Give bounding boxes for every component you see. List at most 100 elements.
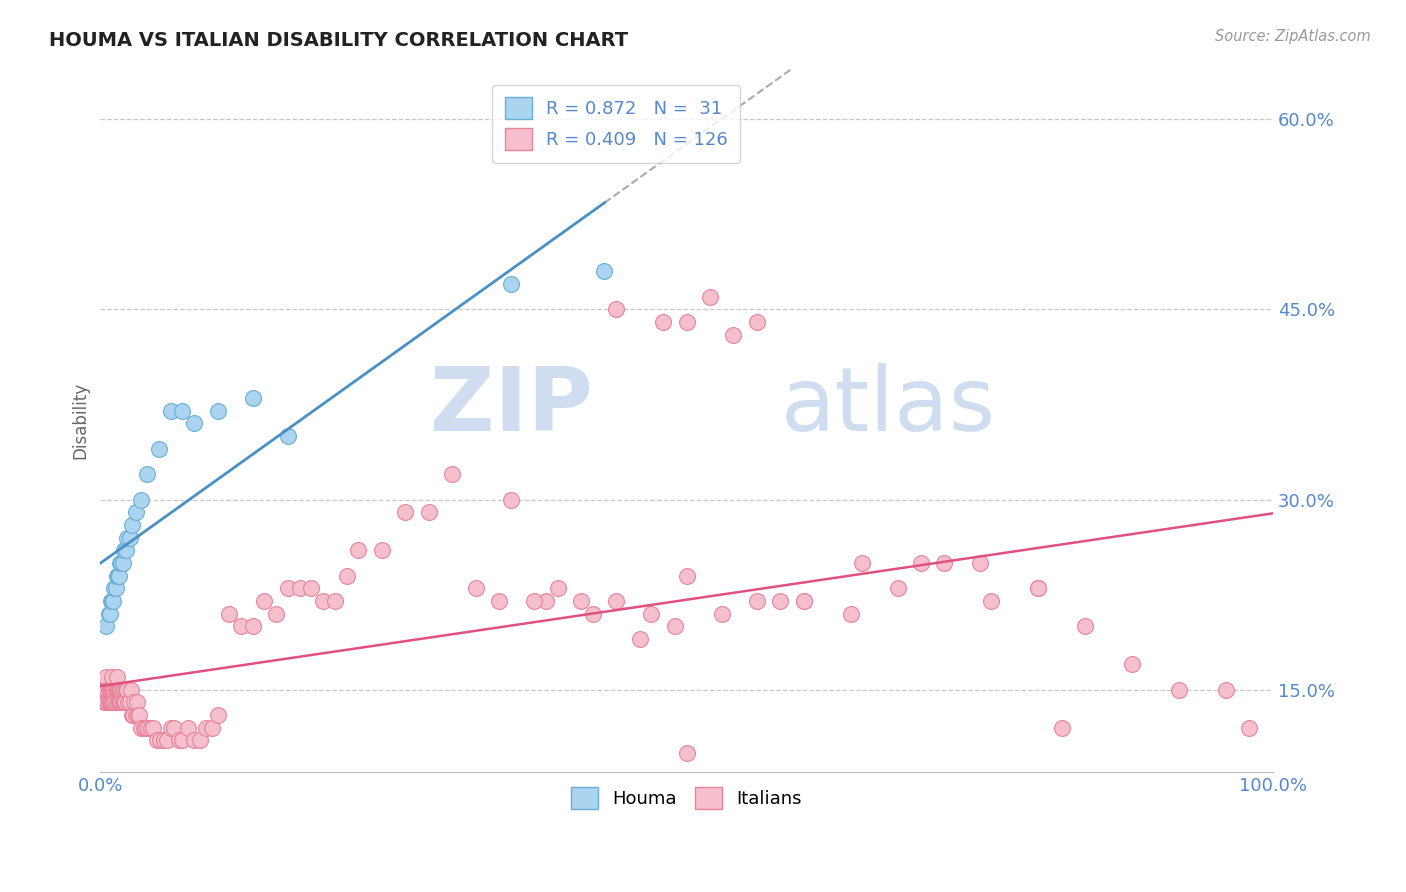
Point [582, 607, 605, 621]
Text: atlas: atlas [780, 363, 995, 450]
Point [93, 695, 115, 709]
Point [103, 695, 125, 709]
Point [94, 682, 117, 697]
Point [288, 581, 311, 595]
Point [264, 607, 287, 621]
Point [100, 594, 122, 608]
Point [97, 682, 120, 697]
Point [98, 682, 121, 697]
Point [1121, 657, 1143, 672]
Point [107, 682, 129, 697]
Point [117, 695, 139, 709]
Point [149, 733, 172, 747]
Point [183, 417, 205, 431]
Point [534, 594, 557, 608]
Point [135, 721, 157, 735]
Point [969, 556, 991, 570]
Point [97, 607, 120, 621]
Point [1026, 581, 1049, 595]
Point [101, 594, 124, 608]
Point [124, 695, 146, 709]
Point [218, 607, 240, 621]
Point [242, 391, 264, 405]
Point [172, 404, 194, 418]
Point [110, 695, 132, 709]
Point [103, 581, 125, 595]
Point [131, 721, 153, 735]
Point [569, 594, 592, 608]
Point [723, 327, 745, 342]
Point [97, 695, 120, 709]
Point [96, 682, 118, 697]
Point [100, 682, 122, 697]
Point [122, 708, 145, 723]
Point [172, 733, 194, 747]
Point [103, 682, 125, 697]
Point [793, 594, 815, 608]
Point [115, 543, 138, 558]
Point [152, 733, 174, 747]
Point [839, 607, 862, 621]
Point [120, 682, 142, 697]
Point [145, 733, 167, 747]
Point [299, 581, 322, 595]
Point [159, 721, 181, 735]
Point [934, 556, 956, 570]
Point [886, 581, 908, 595]
Point [347, 543, 370, 558]
Point [207, 404, 229, 418]
Point [127, 708, 149, 723]
Point [769, 594, 792, 608]
Point [112, 682, 135, 697]
Point [207, 708, 229, 723]
Point [335, 568, 357, 582]
Point [163, 721, 186, 735]
Text: ZIP: ZIP [430, 363, 593, 450]
Point [132, 721, 155, 735]
Point [105, 670, 128, 684]
Point [628, 632, 651, 646]
Point [277, 581, 299, 595]
Point [1050, 721, 1073, 735]
Point [118, 695, 141, 709]
Point [1239, 721, 1261, 735]
Point [96, 695, 118, 709]
Point [312, 594, 335, 608]
Point [111, 682, 134, 697]
Point [124, 505, 146, 519]
Point [605, 594, 627, 608]
Point [675, 568, 697, 582]
Point [104, 682, 127, 697]
Point [112, 695, 135, 709]
Point [98, 607, 121, 621]
Point [710, 607, 733, 621]
Point [851, 556, 873, 570]
Point [675, 746, 697, 760]
Point [547, 581, 569, 595]
Point [188, 733, 211, 747]
Point [793, 594, 815, 608]
Point [107, 568, 129, 582]
Point [125, 695, 148, 709]
Point [118, 531, 141, 545]
Point [242, 619, 264, 633]
Point [664, 619, 686, 633]
Point [201, 721, 224, 735]
Point [177, 721, 200, 735]
Point [108, 568, 131, 582]
Point [103, 682, 125, 697]
Point [128, 708, 150, 723]
Point [104, 581, 127, 595]
Point [156, 733, 179, 747]
Point [115, 682, 138, 697]
Point [652, 315, 675, 329]
Point [110, 682, 132, 697]
Point [1026, 581, 1049, 595]
Point [499, 492, 522, 507]
Point [110, 556, 132, 570]
Point [111, 695, 134, 709]
Point [699, 290, 721, 304]
Point [108, 695, 131, 709]
Point [371, 543, 394, 558]
Point [121, 517, 143, 532]
